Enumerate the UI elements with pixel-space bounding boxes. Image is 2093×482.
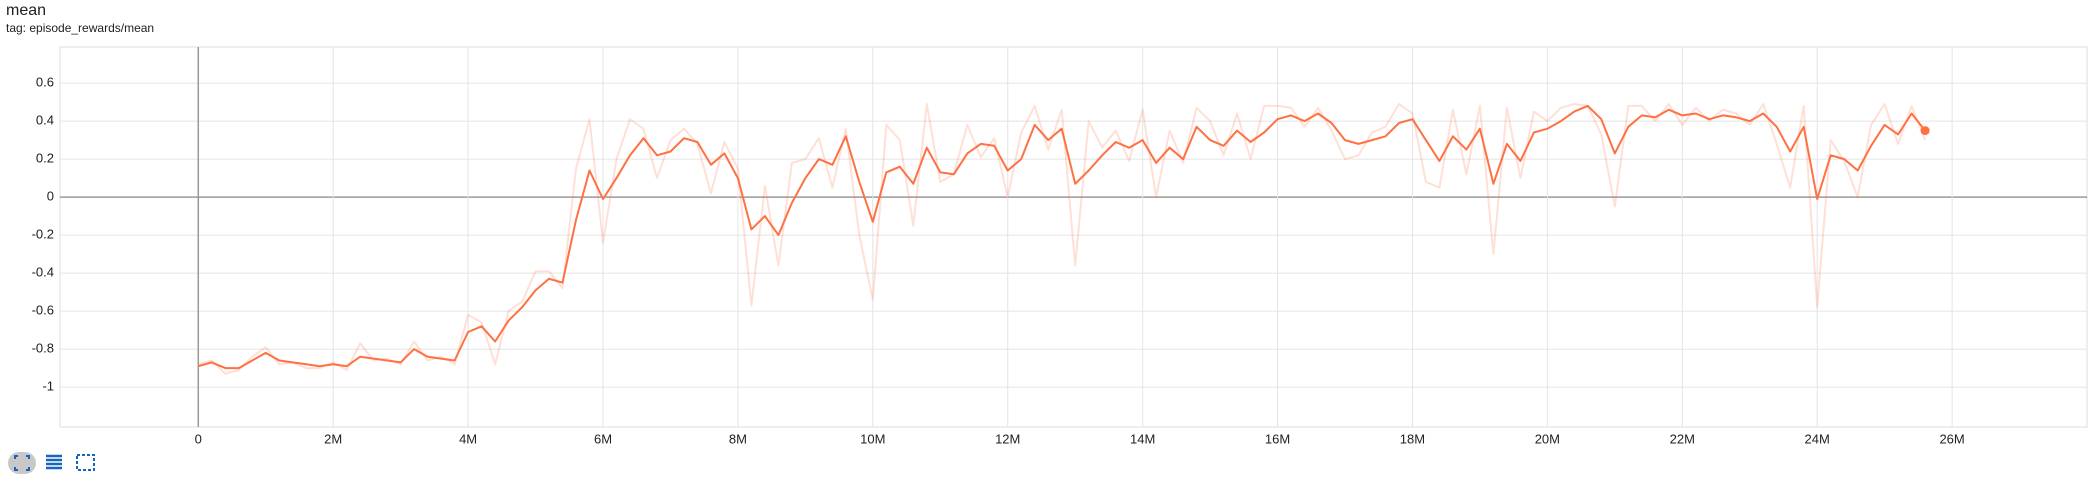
y-tick-label: -0.6 — [32, 303, 54, 318]
fit-bg — [8, 452, 36, 474]
x-tick-label: 20M — [1535, 431, 1560, 446]
select-icon — [76, 454, 95, 471]
y-tick-label: -0.2 — [32, 227, 54, 242]
y-tick-label: -0.4 — [32, 265, 54, 280]
x-tick-label: 14M — [1130, 431, 1155, 446]
x-tick-label: 6M — [594, 431, 612, 446]
x-tick-label: 0 — [195, 431, 202, 446]
select-button[interactable] — [76, 454, 95, 471]
x-tick-label: 18M — [1400, 431, 1425, 446]
chart-subtitle: tag: episode_rewards/mean — [6, 21, 154, 35]
fit-icon — [14, 455, 30, 471]
y-tick-label: 0 — [47, 189, 54, 204]
x-tick-label: 10M — [860, 431, 885, 446]
series-line — [198, 103, 1927, 375]
y-tick-label: -1 — [42, 379, 54, 394]
plot-frame — [59, 46, 2088, 428]
x-tick-label: 24M — [1805, 431, 1830, 446]
chart-title: mean — [6, 2, 46, 19]
x-tick-label: 22M — [1670, 431, 1695, 446]
series-line — [198, 104, 1926, 370]
log-button[interactable] — [46, 454, 62, 470]
x-tick-label: 16M — [1265, 431, 1290, 446]
x-tick-label: 4M — [459, 431, 477, 446]
y-tick-label: 0.4 — [36, 113, 54, 128]
fit-button[interactable] — [8, 452, 36, 474]
x-tick-label: 2M — [324, 431, 342, 446]
list-icon — [46, 454, 62, 470]
y-tick-label: 0.2 — [36, 151, 54, 166]
x-tick-label: 12M — [995, 431, 1020, 446]
y-tick-label: 0.6 — [36, 75, 54, 90]
x-tick-label: 8M — [729, 431, 747, 446]
end-point — [1920, 126, 1930, 136]
y-tick-label: -0.8 — [32, 341, 54, 356]
x-tick-label: 26M — [1939, 431, 1964, 446]
